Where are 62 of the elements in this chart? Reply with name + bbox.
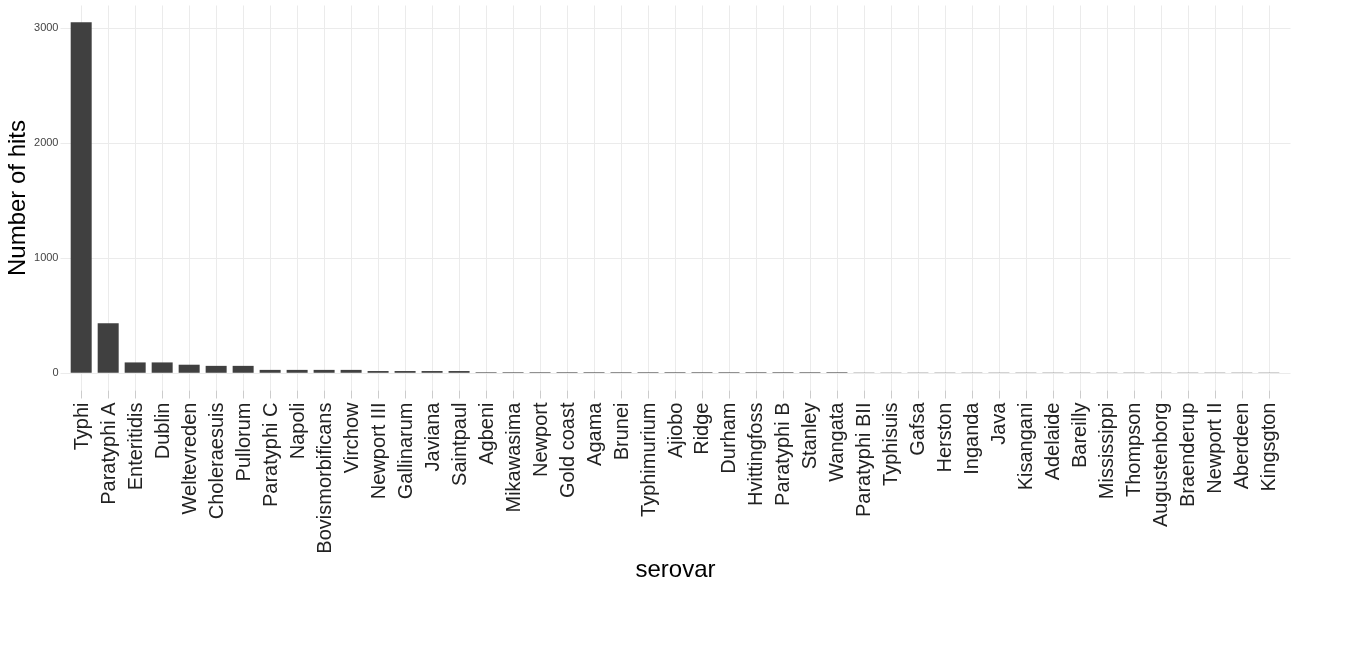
y-tick-label: 2000 (34, 136, 59, 149)
x-tick-label: Newport II (1203, 402, 1226, 494)
x-tick-label: Stanley (798, 402, 821, 470)
bar (70, 22, 92, 373)
x-tick-label: Mississippi (1095, 402, 1118, 500)
x-tick-label: Java (987, 401, 1010, 445)
x-tick-label: Mikawasima (501, 401, 524, 513)
bar (313, 369, 335, 373)
x-tick-label: Choleraesuis (204, 402, 227, 520)
x-tick-label: Bovismorbificans (312, 402, 335, 554)
x-tick-label: Herston (933, 402, 956, 473)
x-tick-label: Javiana (420, 401, 443, 472)
x-tick-label: Enteritidis (123, 402, 146, 491)
x-tick-label: Saintpaul (447, 402, 470, 486)
x-tick-label: Typhimurium (636, 402, 659, 517)
y-tick-label: 1000 (34, 251, 59, 264)
bar (259, 369, 281, 373)
x-tick-label: Augustenborg (1149, 402, 1172, 528)
x-tick-label: Hvittingfoss (744, 402, 767, 506)
x-tick-label: Newport (528, 402, 551, 477)
x-tick-label: Gafsa (906, 401, 929, 456)
x-tick-label: Bareilly (1068, 402, 1091, 469)
y-axis-title: Number of hits (3, 119, 31, 277)
x-tick-label: Ridge (690, 402, 713, 455)
x-tick-label: Pullorum (231, 402, 254, 482)
x-tick-label: Newport III (366, 402, 389, 500)
bar (205, 365, 227, 373)
x-axis-title: serovar (635, 554, 716, 582)
x-tick-label: Paratyphi B (771, 402, 794, 506)
x-tick-label: Gold coast (555, 402, 578, 499)
y-tick-label: 0 (52, 366, 59, 379)
x-tick-label: Agama (582, 401, 605, 466)
x-tick-label: Paratyphi BII (852, 402, 875, 518)
x-tick-label: Brunei (609, 402, 632, 461)
bar (286, 369, 308, 373)
x-tick-label: Aberdeen (1230, 402, 1253, 490)
x-tick-label: Adelaide (1041, 402, 1064, 481)
x-tick-label: Kingsgton (1257, 402, 1280, 492)
bar (178, 364, 200, 373)
x-tick-label: Napoli (285, 402, 308, 460)
x-tick-label: Gallinarum (393, 402, 416, 500)
x-tick-label: Weltevreden (177, 402, 200, 515)
x-tick-label: Agbeni (474, 402, 497, 465)
x-tick-label: Thompson (1122, 402, 1145, 497)
x-tick-label: Durham (717, 402, 740, 474)
x-tick-label: Dublin (150, 402, 173, 460)
x-tick-label: Kisangani (1014, 402, 1037, 491)
bar (151, 362, 173, 373)
x-tick-label: Typhi (69, 402, 92, 451)
bar (124, 362, 146, 373)
y-tick-label: 3000 (34, 21, 59, 34)
x-tick-label: Ajiobo (663, 402, 686, 459)
x-tick-label: Typhisuis (879, 402, 902, 486)
x-tick-label: Braenderup (1176, 402, 1199, 508)
bar (232, 365, 254, 373)
bar (97, 323, 119, 373)
x-tick-label: Virchow (339, 401, 362, 474)
bar (340, 369, 362, 373)
x-tick-label: Paratyphi C (258, 402, 281, 507)
x-tick-label: Wangata (825, 401, 848, 482)
x-tick-label: Inganda (960, 401, 983, 475)
x-tick-label: Paratyphi A (96, 401, 119, 505)
